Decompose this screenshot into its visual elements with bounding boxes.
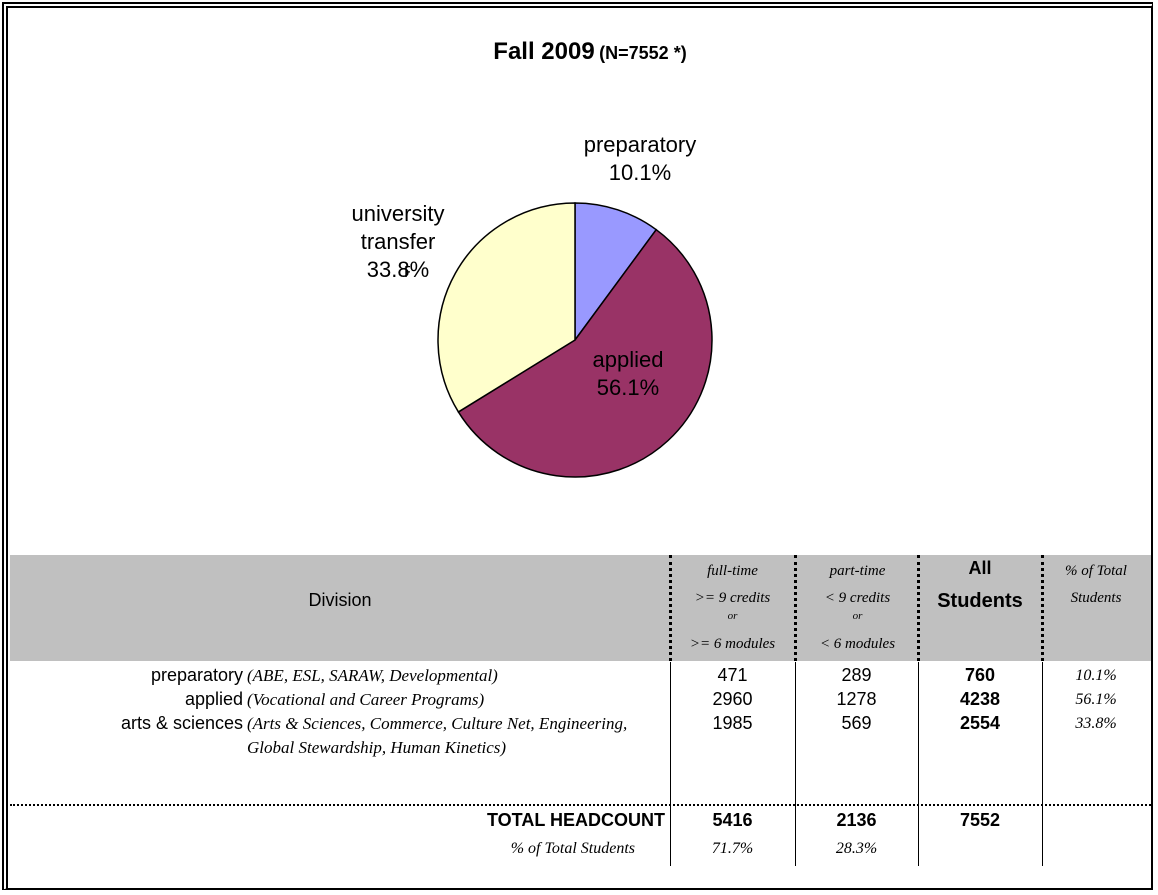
slice-value: 10.1%	[608, 160, 672, 185]
slice-name: applied	[592, 347, 664, 372]
slice-label: preparatory 10.1%	[560, 131, 720, 187]
total-cell: 5416	[712, 810, 753, 830]
total-cell: 2136	[836, 810, 877, 830]
row-division: preparatory	[150, 665, 243, 685]
cell: 2554	[959, 713, 1001, 733]
header-divider	[794, 555, 797, 661]
cell: 2960	[712, 689, 753, 709]
header-percent: Students	[1070, 590, 1122, 606]
cell: 760	[964, 665, 996, 685]
pie-slice	[574, 202, 658, 343]
row-division: applied	[184, 689, 243, 709]
chart-subtitle: (N=7552 *)	[599, 43, 687, 63]
cell: 33.8%	[1075, 715, 1117, 732]
slice-name: preparatory	[583, 132, 697, 157]
slice-value: 33.8%	[366, 257, 430, 282]
pie-slice	[457, 228, 713, 478]
header-line: >= 6 modules	[689, 636, 776, 652]
slice-label: university transfer 33.8%	[333, 200, 463, 284]
title-block: Fall 2009 (N=7552 *)	[0, 38, 1158, 66]
row-division: arts & sciences	[120, 713, 243, 733]
percent-cell: 71.7%	[711, 840, 754, 857]
column-line	[795, 662, 796, 866]
total-label: TOTAL HEADCOUNT	[487, 810, 665, 830]
chart-title: Fall 2009	[493, 38, 595, 65]
column-line	[670, 662, 671, 866]
header-title: part-time	[829, 563, 886, 579]
header-divider	[669, 555, 672, 661]
fragment: F	[404, 264, 410, 281]
header-all: All	[968, 558, 992, 578]
cell: 4238	[959, 689, 1001, 709]
header-percent: % of Total	[1065, 563, 1127, 579]
cell: 569	[841, 713, 872, 733]
cell: 471	[717, 665, 748, 685]
column-line	[1042, 662, 1043, 866]
pie-slice	[437, 202, 576, 413]
header-division: Division	[308, 590, 372, 610]
cell: 1985	[712, 713, 753, 733]
total-divider	[10, 804, 1151, 806]
slice-value: 56.1%	[596, 375, 660, 400]
header-line: or	[852, 610, 863, 622]
cell: 10.1%	[1075, 667, 1117, 684]
slice-label: applied 56.1%	[548, 346, 708, 402]
header-line: or	[727, 610, 738, 622]
cell: 289	[841, 665, 872, 685]
total-cell: 7552	[959, 810, 1001, 830]
column-line	[918, 662, 919, 866]
header-line: < 6 modules	[819, 636, 896, 652]
header-divider	[1041, 555, 1044, 661]
header-line: >= 9 credits	[694, 590, 771, 606]
header-bg	[10, 555, 1151, 661]
header-title: full-time	[707, 563, 758, 579]
header-all: Students	[937, 590, 1023, 612]
slice-name: university transfer	[351, 201, 445, 254]
row-description: (Arts & Sciences, Commerce, Culture Net,…	[247, 714, 628, 757]
percent-cell: 28.3%	[835, 840, 878, 857]
percent-label: % of Total Students	[510, 840, 635, 857]
cell: 1278	[836, 689, 877, 709]
header-divider	[917, 555, 920, 661]
row-description: (Vocational and Career Programs)	[247, 690, 485, 709]
header-line: < 9 credits	[824, 590, 891, 606]
row-description: (ABE, ESL, SARAW, Developmental)	[247, 666, 498, 685]
cell: 56.1%	[1075, 691, 1117, 708]
